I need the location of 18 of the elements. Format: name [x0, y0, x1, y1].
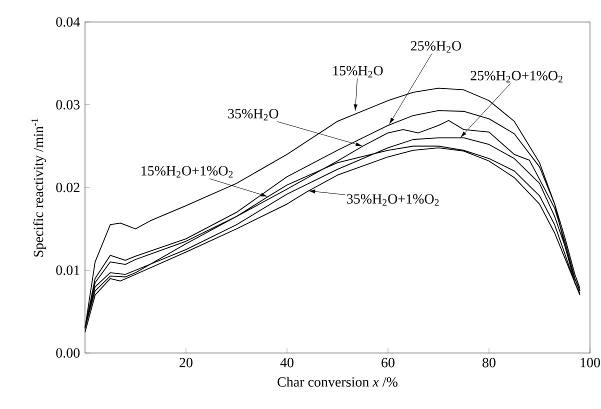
annotation: 35%H$_{2}$O+1%O$_{2}$ [347, 194, 439, 206]
y-tick-label: 0.01 [56, 265, 80, 276]
y-tick-label: 0.03 [56, 100, 80, 110]
x-tick-label: 20 [180, 358, 192, 368]
annotation: 15%H$_{2}$O [333, 66, 383, 78]
x-axis-title: Char conversion x /% [278, 376, 398, 387]
annotation: 35%H$_{2}$O [228, 108, 278, 120]
annotation: 25%H$_{2}$O [410, 41, 462, 53]
y-tick-label: 0.02 [56, 182, 80, 192]
y-tick-label: 0.04 [56, 17, 80, 27]
x-tick-label: 40 [280, 358, 294, 368]
y-axis-title: Specific reactivity /min$^{-1}$ [31, 118, 46, 257]
x-tick-label: 100 [580, 358, 600, 368]
annotation: 25%H$_{2}$O+1%O$_{2}$ [470, 70, 562, 82]
y-tick-label: 0.00 [56, 348, 80, 358]
x-tick-label: 80 [482, 358, 496, 368]
annotation: 15%H$_{2}$O+1%O$_{2}$ [142, 166, 233, 178]
x-tick-label: 60 [382, 358, 394, 368]
